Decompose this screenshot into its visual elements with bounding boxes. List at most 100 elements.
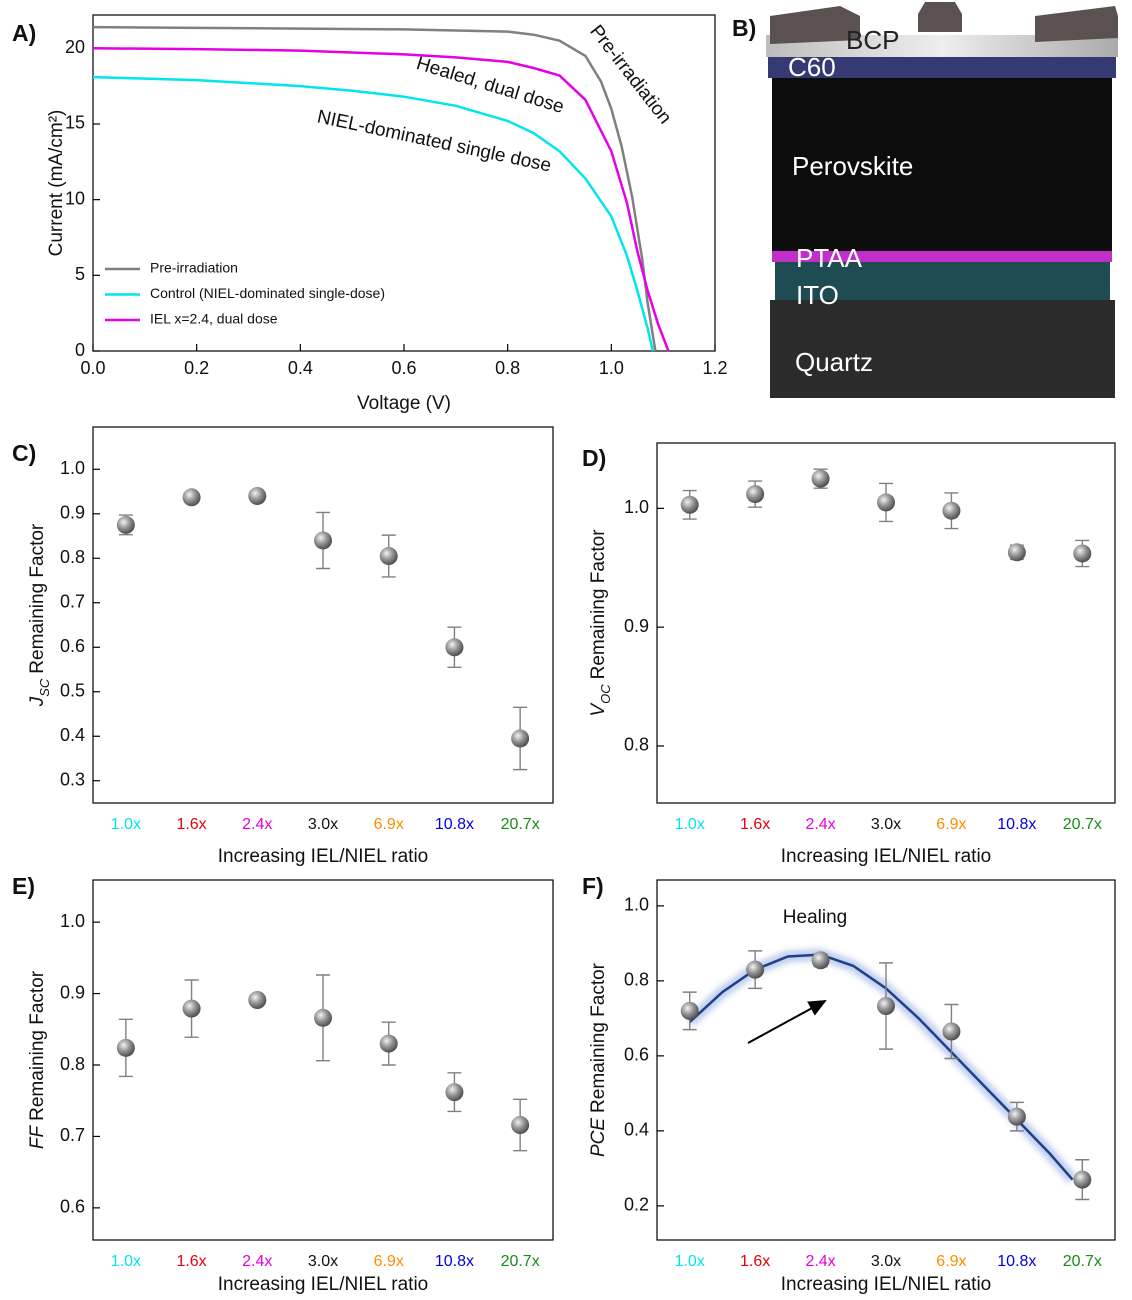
x-tick-label: 1.0x xyxy=(111,816,141,833)
layer-label: C60 xyxy=(788,52,836,82)
x-tick-label: 6.9x xyxy=(374,1253,404,1270)
y-label-symbol: PCE xyxy=(588,1118,609,1157)
y-tick-label: 1.0 xyxy=(624,497,649,517)
y-tick-label: 0.4 xyxy=(624,1120,649,1140)
legend-label: IEL x=2.4, dual dose xyxy=(150,311,278,327)
y-tick-label: 0.8 xyxy=(624,735,649,755)
x-tick-label: 1.0 xyxy=(599,358,624,378)
x-tick-label: 2.4x xyxy=(805,1253,835,1270)
y-tick-label: 0.7 xyxy=(60,1125,85,1145)
data-point xyxy=(379,547,398,566)
device-stack: BCP C60 Perovskite PTAA ITO Quartz B) xyxy=(732,2,1118,398)
data-point xyxy=(248,486,267,505)
y-axis-label: PCE Remaining Factor xyxy=(588,962,609,1157)
legend-label: Pre-irradiation xyxy=(150,260,238,276)
plot-frame xyxy=(656,879,1116,1241)
y-tick-label: 0.5 xyxy=(60,681,85,701)
panel-label: D) xyxy=(582,445,606,471)
data-point xyxy=(248,991,267,1009)
fit-glow xyxy=(685,948,1078,1184)
data-point xyxy=(116,515,135,534)
ptaa-layer xyxy=(772,251,1112,262)
x-tick-label: 0.2 xyxy=(184,358,209,378)
y-tick-label: 0.6 xyxy=(624,1045,649,1065)
x-tick-label: 1.0x xyxy=(675,816,705,833)
data-point xyxy=(511,729,530,748)
layer-label: Perovskite xyxy=(792,151,913,181)
data-point xyxy=(746,960,765,979)
data-point xyxy=(680,495,699,514)
data-point xyxy=(811,469,830,488)
y-tick-label: 15 xyxy=(65,113,85,133)
x-tick-label: 1.6x xyxy=(176,1253,206,1270)
y-label-symbol: FF xyxy=(27,1124,48,1149)
data-point xyxy=(182,488,201,507)
y-tick-label: 20 xyxy=(65,37,85,57)
x-tick-label: 1.6x xyxy=(176,816,206,833)
x-tick-label: 2.4x xyxy=(242,1253,272,1270)
y-tick-label: 0.2 xyxy=(624,1195,649,1215)
panel-label: B) xyxy=(732,15,756,41)
panel-label: A) xyxy=(12,20,36,46)
x-axis-label: Increasing IEL/NIEL ratio xyxy=(218,846,429,867)
data-point xyxy=(1007,1107,1026,1126)
annotation: NIEL-dominated single dose xyxy=(315,106,553,176)
annotation: Pre-irradiation xyxy=(585,21,675,128)
y-label-subscript: SC xyxy=(37,678,52,697)
x-tick-label: 20.7x xyxy=(501,1253,540,1270)
x-tick-label: 6.9x xyxy=(936,816,966,833)
x-tick-label: 10.8x xyxy=(997,1253,1036,1270)
perovskite-layer xyxy=(772,78,1112,251)
data-point xyxy=(877,997,895,1015)
data-point xyxy=(445,638,464,657)
x-tick-label: 1.6x xyxy=(740,1253,770,1270)
layer-label: PTAA xyxy=(796,243,863,273)
y-tick-label: 1.0 xyxy=(60,911,85,931)
electrode xyxy=(770,6,860,44)
x-tick-label: 1.0x xyxy=(111,1253,141,1270)
y-tick-label: 0.8 xyxy=(624,970,649,990)
x-tick-label: 1.6x xyxy=(740,816,770,833)
y-axis-label: Current (mA/cm²) xyxy=(46,110,67,257)
x-tick-label: 0.0 xyxy=(80,358,105,378)
y-label-symbol: V xyxy=(588,702,609,717)
plot-frame xyxy=(92,426,554,804)
x-tick-label: 10.8x xyxy=(997,816,1036,833)
layer-label: Quartz xyxy=(795,347,873,377)
ito-layer xyxy=(775,262,1110,300)
data-point xyxy=(314,1008,332,1027)
y-label-text: Remaining Factor xyxy=(588,529,609,680)
y-label-subscript: OC xyxy=(598,684,613,704)
y-tick-label: 0.8 xyxy=(60,547,85,567)
data-line xyxy=(92,25,657,352)
y-tick-label: 1.0 xyxy=(60,458,85,478)
y-tick-label: 10 xyxy=(65,188,85,208)
data-point xyxy=(877,493,895,512)
x-tick-label: 2.4x xyxy=(242,816,272,833)
y-axis-label: FF Remaining Factor xyxy=(27,970,48,1149)
data-point xyxy=(445,1083,464,1102)
y-tick-label: 0.9 xyxy=(60,982,85,1002)
data-point xyxy=(379,1034,398,1053)
y-tick-label: 0.7 xyxy=(60,592,85,612)
annotation: Healing xyxy=(783,907,847,928)
panel-label: F) xyxy=(582,873,604,899)
data-point xyxy=(182,999,201,1018)
data-point xyxy=(314,531,332,550)
data-line xyxy=(92,75,655,352)
x-tick-label: 3.0x xyxy=(308,1253,338,1270)
data-point xyxy=(942,501,961,520)
y-tick-label: 0 xyxy=(75,340,85,360)
x-tick-label: 0.8 xyxy=(495,358,520,378)
y-label-text: Remaining Factor xyxy=(27,970,48,1121)
data-point xyxy=(116,1038,135,1057)
c60-layer xyxy=(768,57,1116,78)
x-tick-label: 6.9x xyxy=(936,1253,966,1270)
layer-label: BCP xyxy=(846,25,899,55)
data-point xyxy=(811,951,830,970)
layer-label: ITO xyxy=(796,280,839,310)
x-tick-label: 6.9x xyxy=(374,816,404,833)
y-tick-label: 0.4 xyxy=(60,725,85,745)
